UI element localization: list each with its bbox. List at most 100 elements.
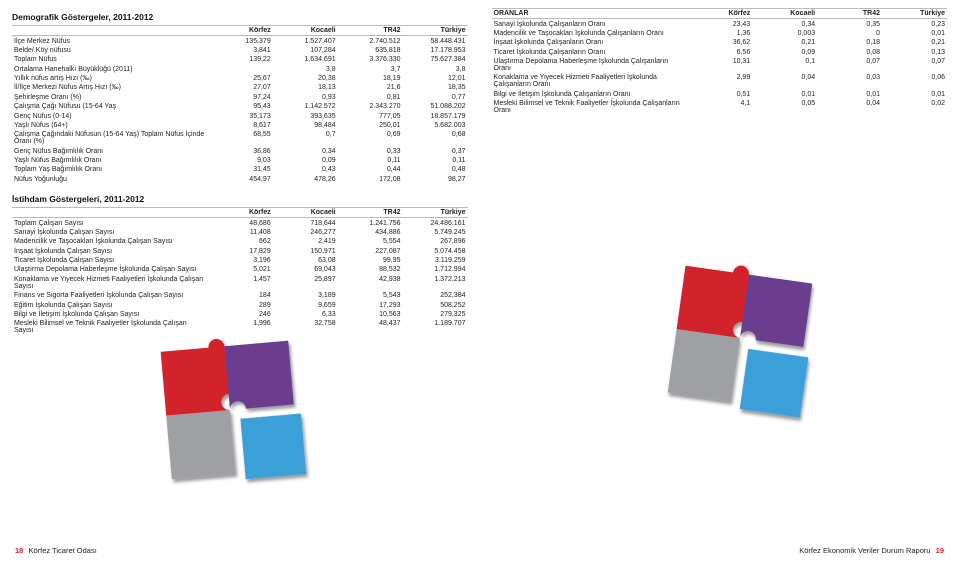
row-value: 5.682.003	[403, 121, 468, 130]
row-value: 18,13	[273, 83, 338, 92]
t1-table: Körfez Kocaeli TR42 Türkiye İlçe Merkez …	[12, 25, 468, 184]
row-value: 20,38	[273, 74, 338, 83]
row-value: 9,659	[273, 300, 338, 309]
table-row: Bilgi ve İletişim İşkolunda Çalışan Sayı…	[12, 310, 468, 319]
row-label: Eğitim İşkolunda Çalışan Sayısı	[12, 300, 208, 309]
row-value: 48,437	[338, 319, 403, 335]
row-value: 3,196	[208, 256, 273, 265]
row-value: 11,408	[208, 228, 273, 237]
row-value: 23,43	[687, 19, 752, 29]
row-value: 139,22	[208, 55, 273, 64]
row-value: 3,8	[403, 65, 468, 74]
row-value: 172,08	[338, 175, 403, 184]
row-label: Mesleki Bilimsel ve Teknik Faaliyetler İ…	[12, 319, 208, 335]
row-label: Konaklama ve Yiyecek Hizmeti Faaliyetler…	[492, 73, 688, 89]
table-header-row: Körfez Kocaeli TR42 Türkiye	[12, 26, 468, 36]
t3-title: İstihdam Göstergeleri, 2011-2012	[12, 194, 468, 204]
table-row: Ortalama Hanehalkı Büyüklüğü (2011)3,83,…	[12, 65, 468, 74]
table-row: Çalışma Çağı Nüfusu (15-64 Yaş95,431.142…	[12, 102, 468, 111]
t3-table: Körfez Kocaeli TR42 Türkiye Toplam Çalış…	[12, 207, 468, 336]
row-value: 95,43	[208, 102, 273, 111]
row-value: 0,01	[752, 90, 817, 99]
table-row: Belde/ Köy nüfusu3,841107,284635,81817.1…	[12, 46, 468, 55]
row-value: 246	[208, 310, 273, 319]
row-value: 0	[817, 29, 882, 38]
row-label: İlçe Merkez Nüfus	[12, 36, 208, 46]
row-value: 0,11	[403, 156, 468, 165]
row-value: 98,484	[273, 121, 338, 130]
row-value: 252,384	[403, 291, 468, 300]
row-value: 0,01	[882, 90, 947, 99]
row-value: 0,02	[882, 99, 947, 115]
row-value: 0,04	[752, 73, 817, 89]
table-row: Toplam Nüfus139,221.634.6913.376.33075.6…	[12, 55, 468, 64]
row-label: Yaşlı Nüfus (64+)	[12, 121, 208, 130]
row-label: Yaşlı Nüfus Bağımlılık Oranı	[12, 156, 208, 165]
row-value: 17,293	[338, 300, 403, 309]
row-value: 1.527.407	[273, 36, 338, 46]
row-value: 135,379	[208, 36, 273, 46]
row-value: 5.749.245	[403, 228, 468, 237]
col-turkiye: Türkiye	[403, 26, 468, 36]
row-value: 4,1	[687, 99, 752, 115]
row-value: 0,51	[687, 90, 752, 99]
row-value: 0,07	[882, 57, 947, 73]
row-value: 3,189	[273, 291, 338, 300]
row-label: Madencilik ve Taşocakları İşkolunda Çalı…	[12, 237, 208, 246]
row-value: 25,897	[273, 275, 338, 291]
table-row: Ticaret İşkolunda Çalışan Sayısı3,19663,…	[12, 256, 468, 265]
table-row: Konaklama ve Yiyecek Hizmeti Faaliyetler…	[492, 73, 948, 89]
row-value: 267,896	[403, 237, 468, 246]
row-value: 12,01	[403, 74, 468, 83]
row-value: 36,86	[208, 147, 273, 156]
row-value: 1.712.994	[403, 265, 468, 274]
row-value: 107,284	[273, 46, 338, 55]
row-value: 51.088.202	[403, 102, 468, 111]
row-value: 508,252	[403, 300, 468, 309]
row-value: 0,48	[403, 165, 468, 174]
row-value: 1,36	[687, 29, 752, 38]
footer-left: 18 Körfez Ticaret Odası	[12, 546, 97, 555]
col-korfez: Körfez	[208, 26, 273, 36]
row-value: 0,01	[882, 29, 947, 38]
table-row: Genç Nüfus (0-14)35,173393,635777,0518.8…	[12, 111, 468, 120]
row-label: Şehirleşme Oranı (%)	[12, 93, 208, 102]
row-value: 0,08	[817, 48, 882, 57]
row-value: 454,97	[208, 175, 273, 184]
row-label: Bilgi ve İletişim İşkolunda Çalışan Sayı…	[12, 310, 208, 319]
row-value: 10,563	[338, 310, 403, 319]
table-row: Ulaştırma Depolama Haberleşme İşkolunda …	[12, 265, 468, 274]
row-value: 0,1	[752, 57, 817, 73]
row-value: 5,543	[338, 291, 403, 300]
row-value: 1.142.572	[273, 102, 338, 111]
row-value: 5,021	[208, 265, 273, 274]
row-label: Yıllık nüfus artış Hızı (‰)	[12, 74, 208, 83]
row-value: 0,7	[273, 130, 338, 146]
row-value: 662	[208, 237, 273, 246]
table-row: Nüfus Yoğunluğu454,97478,26172,0898,27	[12, 175, 468, 184]
row-value: 1.372.213	[403, 275, 468, 291]
row-label: İnşaat İşkolunda Çalışanların Oranı	[492, 38, 688, 47]
row-value: 279,325	[403, 310, 468, 319]
row-value: 27,07	[208, 83, 273, 92]
row-value: 2.740.512	[338, 36, 403, 46]
table-row: Yaşlı Nüfus Bağımlılık Oranı9,030,090,11…	[12, 156, 468, 165]
row-value: 3,841	[208, 46, 273, 55]
row-value: 0,35	[817, 19, 882, 29]
row-label: Çalışma Çağındaki Nüfusun (15-64 Yaş) To…	[12, 130, 208, 146]
row-value: 718,644	[273, 218, 338, 228]
row-value: 0,18	[817, 38, 882, 47]
row-value: 18.857.179	[403, 111, 468, 120]
table-row: Sanayi İşkolunda Çalışan Sayısı11,408246…	[12, 228, 468, 237]
row-value: 99,95	[338, 256, 403, 265]
row-value: 0,34	[752, 19, 817, 29]
row-value: 31,45	[208, 165, 273, 174]
row-value: 35,173	[208, 111, 273, 120]
row-value: 18,35	[403, 83, 468, 92]
row-value: 150,971	[273, 247, 338, 256]
row-value: 434,886	[338, 228, 403, 237]
table-row: Yıllık nüfus artış Hızı (‰)25,6720,3818,…	[12, 74, 468, 83]
row-value: 3,8	[273, 65, 338, 74]
row-value: 0,05	[752, 99, 817, 115]
row-value: 68,55	[208, 130, 273, 146]
